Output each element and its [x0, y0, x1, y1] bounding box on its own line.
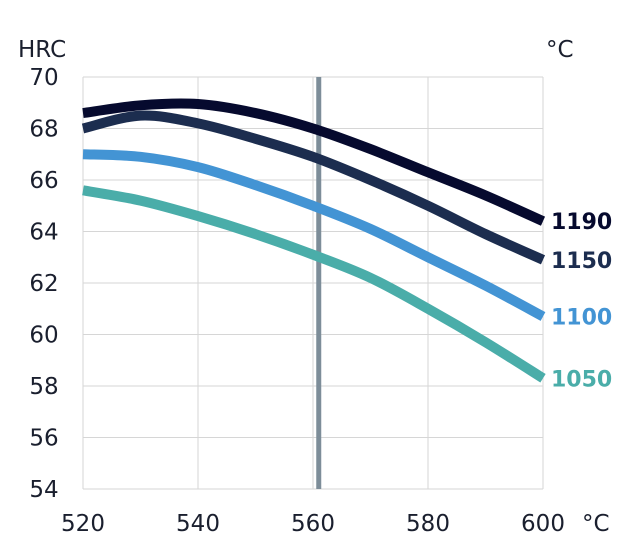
y-tick-label: 62 — [29, 271, 58, 297]
x-axis-unit-label: °C — [582, 511, 610, 537]
x-tick-label: 540 — [176, 511, 220, 537]
y-tick-label: 68 — [29, 117, 58, 143]
y-tick-label: 58 — [29, 374, 58, 400]
series-label-1100: 1100 — [551, 305, 612, 330]
grid — [82, 76, 544, 490]
x-tick-label: 560 — [291, 511, 335, 537]
y-tick-label: 54 — [29, 477, 58, 503]
x-tick-label: 600 — [521, 511, 565, 537]
y-tick-label: 64 — [29, 220, 58, 246]
series-unit-label: °C — [546, 37, 574, 63]
series-line-1190 — [82, 98, 546, 226]
y-tick-label: 56 — [29, 426, 58, 452]
series-line-1050 — [82, 185, 546, 383]
series-group: 1190 1150 1100 1050 — [81, 98, 612, 392]
y-tick-label: 66 — [29, 168, 58, 194]
y-axis-label: HRC — [18, 37, 66, 63]
series-label-1150: 1150 — [551, 249, 612, 274]
x-tick-label: 520 — [61, 511, 105, 537]
series-label-1050: 1050 — [551, 367, 612, 392]
series-label-1190: 1190 — [551, 210, 612, 235]
series-line-1100 — [82, 149, 546, 321]
x-tick-label: 580 — [406, 511, 450, 537]
axes: 54 56 58 60 62 64 66 68 70 520 540 560 580 600 — [29, 65, 565, 537]
y-tick-label: 70 — [29, 65, 58, 91]
y-tick-label: 60 — [29, 323, 58, 349]
series-line-1150 — [81, 110, 546, 265]
